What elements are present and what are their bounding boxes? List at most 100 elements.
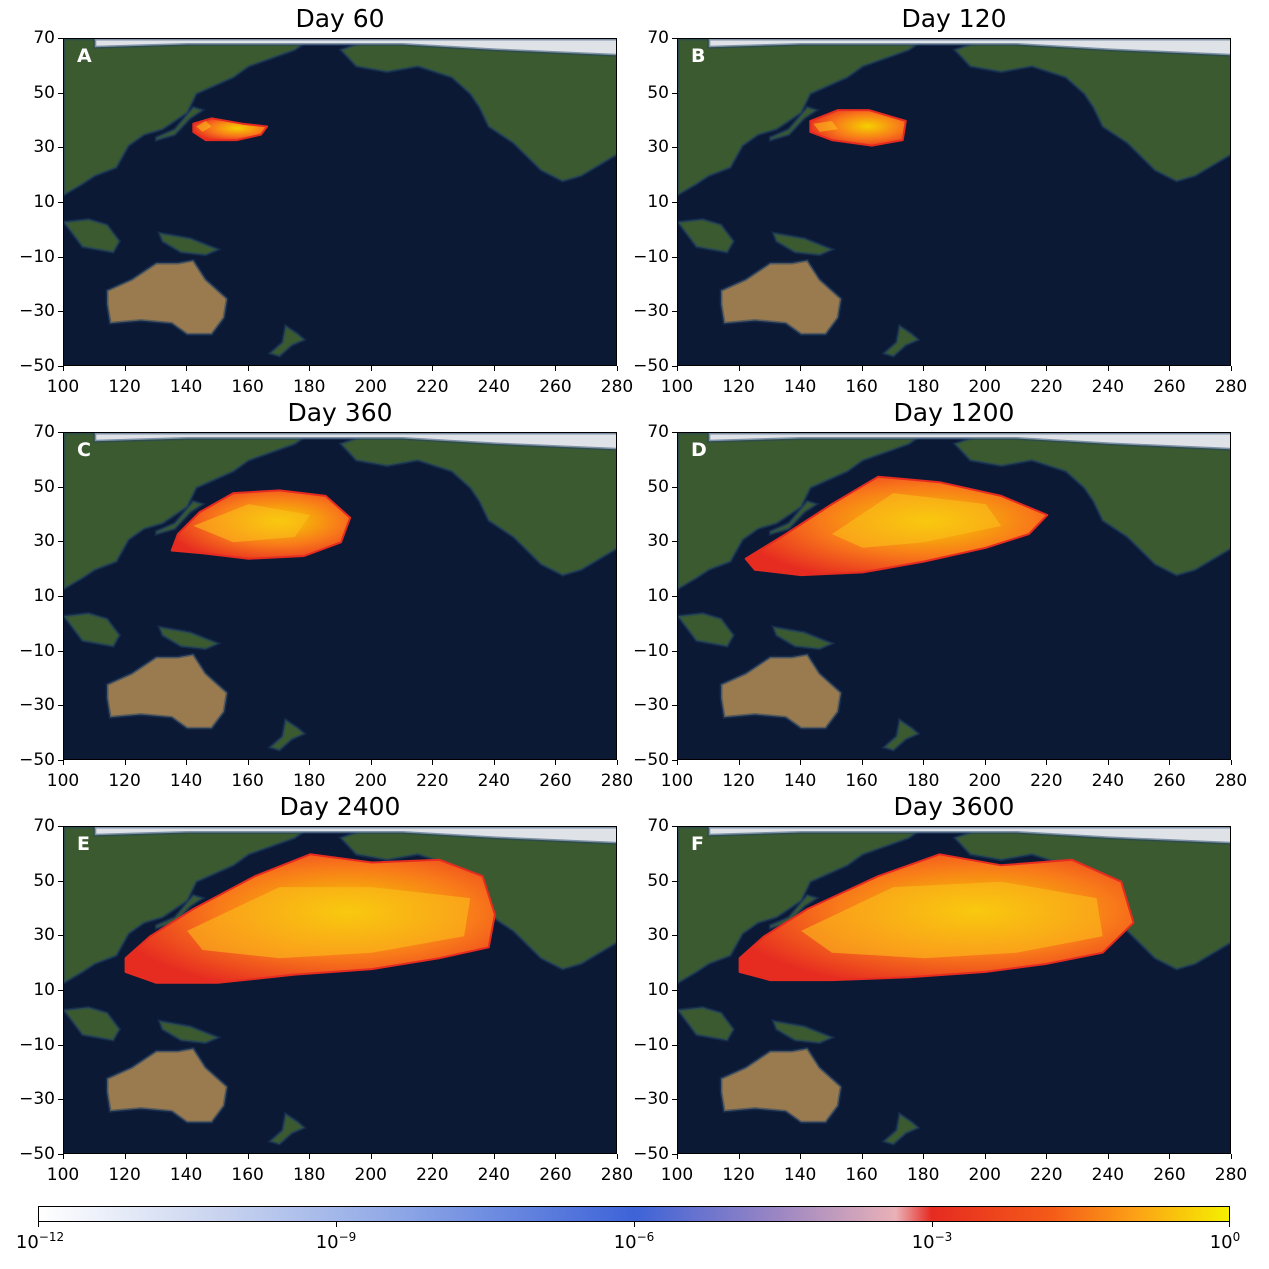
y-tick-mark [672, 650, 677, 652]
x-tick-mark [1169, 366, 1171, 371]
y-tick-label: 50 [33, 476, 55, 497]
x-tick-label: 120 [722, 771, 755, 791]
x-tick-mark [984, 1154, 986, 1159]
y-tick-label: 30 [647, 531, 669, 552]
panel-letter: B [691, 45, 706, 67]
y-tick-mark [672, 541, 677, 543]
y-tick-mark [672, 147, 677, 149]
x-tick-label: 180 [906, 1165, 940, 1185]
y-tick-mark [58, 1044, 63, 1046]
x-tick-mark [1231, 760, 1232, 765]
y-tick-label: 30 [647, 925, 669, 946]
colorbar-tick-label: 10−3 [911, 1230, 953, 1253]
x-tick-label: 140 [169, 377, 203, 397]
new-zealand-landmass [881, 717, 921, 752]
y-tick-label: −10 [19, 640, 55, 661]
colorbar-tick-mark [38, 1222, 39, 1227]
panel-title: Day 1200 [893, 398, 1015, 427]
new-guinea-landmass [771, 1019, 836, 1045]
colorbar-tick-mark [1229, 1222, 1230, 1227]
australia-landmass [719, 1046, 843, 1124]
y-tick-label: −10 [19, 1034, 55, 1055]
tracer-plume-core [801, 881, 1103, 959]
x-tick-mark [309, 1154, 311, 1159]
x-tick-mark [124, 1154, 126, 1159]
x-tick-mark [309, 366, 311, 371]
x-tick-mark [923, 366, 925, 371]
new-zealand-landmass [267, 717, 307, 752]
x-tick-label: 240 [477, 771, 511, 791]
x-tick-label: 100 [660, 771, 694, 791]
tracer-plume [809, 109, 907, 147]
new-guinea-landmass [157, 231, 222, 257]
panel-title: Day 120 [901, 4, 1007, 33]
y-tick-label: −10 [633, 640, 669, 661]
arctic-ice [707, 827, 1230, 845]
x-tick-mark [186, 760, 188, 765]
asia-landmass [64, 433, 313, 591]
australia-landmass [719, 258, 843, 336]
x-tick-mark [124, 760, 126, 765]
x-tick-mark [800, 366, 802, 371]
x-tick-mark [1107, 760, 1109, 765]
y-tick-mark [58, 760, 63, 761]
x-tick-mark [738, 366, 740, 371]
x-tick-mark [247, 1154, 249, 1159]
y-tick-mark [58, 935, 63, 937]
x-tick-label: 200 [354, 1165, 387, 1185]
y-tick-mark [672, 935, 677, 937]
y-tick-label: 30 [33, 925, 55, 946]
x-tick-label: 180 [292, 377, 326, 397]
y-tick-mark [58, 1099, 63, 1101]
y-tick-mark [672, 92, 677, 94]
colorbar [38, 1206, 1230, 1222]
x-tick-mark [1231, 1154, 1232, 1159]
y-tick-label: 10 [33, 586, 55, 606]
x-tick-mark [1231, 366, 1232, 371]
y-tick-label: −30 [633, 695, 669, 716]
new-zealand-landmass [881, 1111, 921, 1146]
x-tick-label: 260 [1153, 1165, 1186, 1185]
x-tick-label: 220 [416, 771, 449, 791]
y-tick-label: −30 [19, 301, 55, 322]
arctic-ice [707, 39, 1230, 57]
y-tick-mark [58, 147, 63, 149]
y-tick-mark [672, 366, 677, 367]
japan-landmass [768, 499, 820, 537]
y-tick-mark [672, 880, 677, 882]
y-tick-mark [672, 202, 677, 203]
x-tick-label: 260 [1153, 771, 1186, 791]
y-tick-label: 70 [33, 816, 55, 836]
arctic-ice [93, 433, 616, 451]
x-tick-mark [247, 760, 249, 765]
x-tick-label: 240 [1091, 377, 1125, 397]
y-tick-mark [672, 38, 677, 39]
y-tick-mark [672, 1099, 677, 1101]
asia-landmass [64, 827, 313, 985]
x-tick-label: 280 [1214, 377, 1248, 397]
panel-letter: C [77, 439, 91, 461]
panel-title: Day 60 [295, 4, 385, 33]
indonesia-landmass [678, 611, 736, 648]
x-tick-label: 140 [783, 1165, 817, 1185]
japan-landmass [154, 105, 206, 143]
y-tick-mark [672, 760, 677, 761]
x-tick-label: 160 [231, 377, 264, 397]
new-guinea-landmass [771, 231, 836, 257]
map-panel: D [677, 432, 1231, 760]
y-tick-label: −50 [633, 750, 669, 770]
x-tick-mark [1046, 760, 1048, 765]
arctic-ice [93, 827, 616, 845]
x-tick-mark [1107, 366, 1109, 371]
x-tick-label: 240 [1091, 1165, 1125, 1185]
x-tick-mark [617, 1154, 618, 1159]
north-america-landmass [338, 433, 616, 577]
x-tick-mark [1046, 1154, 1048, 1159]
australia-landmass [105, 652, 229, 730]
y-tick-label: 10 [647, 192, 669, 212]
y-tick-mark [58, 92, 63, 94]
north-america-landmass [952, 39, 1230, 183]
x-tick-label: 240 [1091, 771, 1125, 791]
y-tick-label: 70 [647, 28, 669, 48]
y-tick-mark [58, 826, 63, 827]
